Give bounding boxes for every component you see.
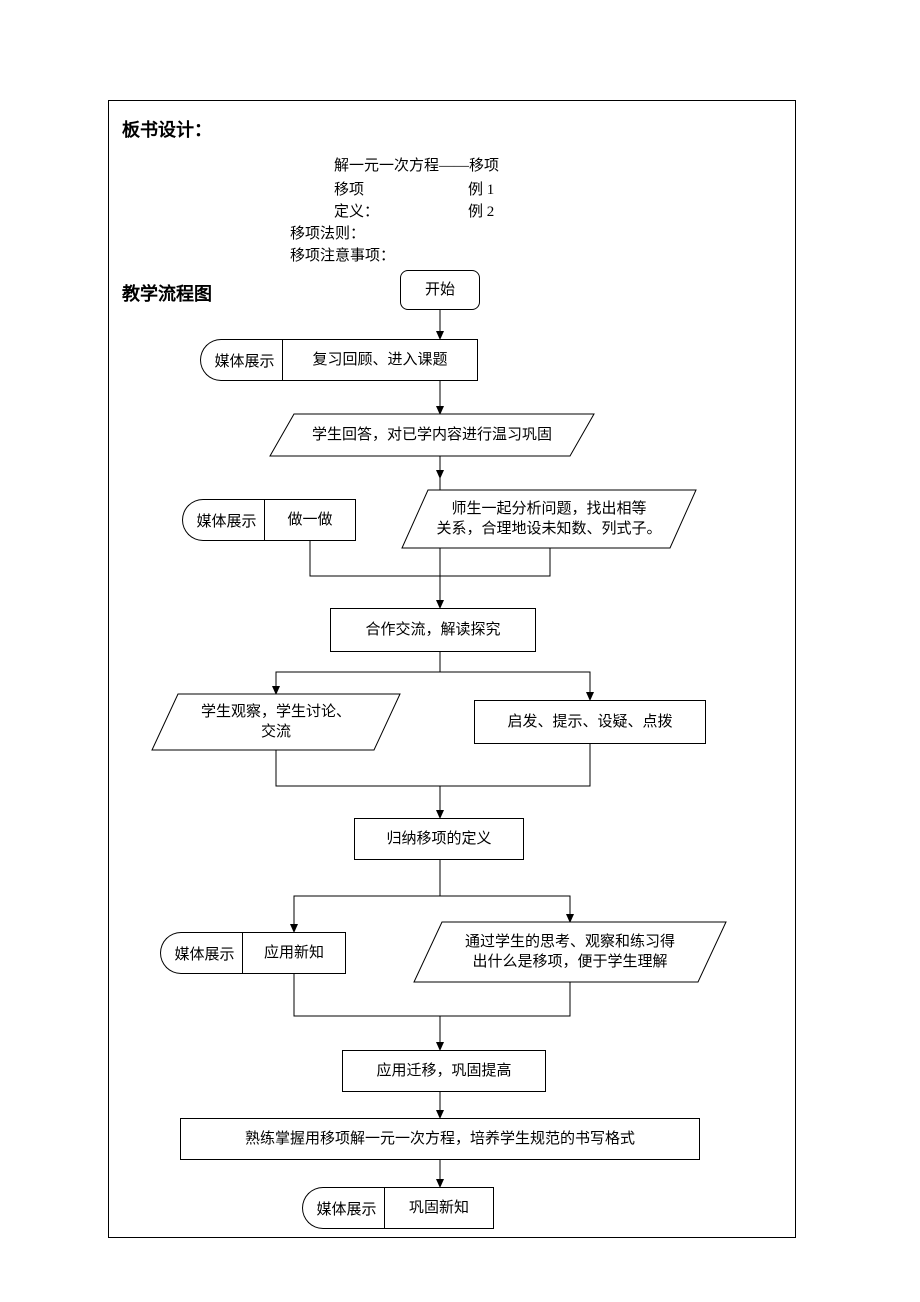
node-master: 熟练掌握用移项解一元一次方程，培养学生规范的书写格式	[180, 1118, 700, 1160]
page-root: 板书设计： 教学流程图 解一元一次方程——移项 移项 例 1 定义： 例 2 移…	[0, 0, 920, 1302]
banshu-r2c2: 例 2	[468, 200, 494, 221]
heading-flowchart: 教学流程图	[122, 280, 212, 306]
banshu-r4: 移项注意事项：	[290, 244, 395, 265]
node-doit: 做一做	[264, 499, 356, 541]
node-start-label: 开始	[425, 280, 455, 300]
node-observe: 学生观察，学生讨论、 交流	[152, 694, 400, 750]
node-apply-label: 应用新知	[264, 943, 324, 963]
node-analyze: 师生一起分析问题，找出相等 关系，合理地设未知数、列式子。	[402, 490, 696, 548]
banshu-r3: 移项法则：	[290, 222, 365, 243]
node-understand-label: 通过学生的思考、观察和练习得 出什么是移项，便于学生理解	[465, 932, 675, 973]
node-review-label: 复习回顾、进入课题	[312, 350, 447, 370]
node-summarize-label: 归纳移项的定义	[386, 829, 491, 849]
node-media-3-label: 媒体展示	[174, 943, 234, 964]
node-consol: 巩固新知	[384, 1187, 494, 1229]
node-coop: 合作交流，解读探究	[330, 608, 536, 652]
node-doit-label: 做一做	[287, 510, 332, 530]
node-inspire: 启发、提示、设疑、点拨	[474, 700, 706, 744]
node-recall: 学生回答，对已学内容进行温习巩固	[270, 414, 594, 456]
node-coop-label: 合作交流，解读探究	[365, 620, 500, 640]
node-media-2: 媒体展示	[182, 499, 264, 541]
node-start: 开始	[400, 270, 480, 310]
node-transfer: 应用迁移，巩固提高	[342, 1050, 546, 1092]
node-media-1-label: 媒体展示	[214, 350, 274, 371]
node-transfer-label: 应用迁移，巩固提高	[376, 1061, 511, 1081]
node-inspire-label: 启发、提示、设疑、点拨	[507, 712, 672, 732]
node-media-3: 媒体展示	[160, 932, 242, 974]
node-analyze-label: 师生一起分析问题，找出相等 关系，合理地设未知数、列式子。	[436, 499, 661, 540]
node-master-label: 熟练掌握用移项解一元一次方程，培养学生规范的书写格式	[245, 1129, 635, 1149]
heading-banshu: 板书设计：	[122, 116, 212, 142]
banshu-r2c1: 定义：	[334, 200, 379, 221]
node-recall-label: 学生回答，对已学内容进行温习巩固	[312, 425, 552, 445]
node-review: 复习回顾、进入课题	[282, 339, 478, 381]
node-media-4: 媒体展示	[302, 1187, 384, 1229]
banshu-title: 解一元一次方程——移项	[334, 154, 499, 175]
banshu-r1c2: 例 1	[468, 178, 494, 199]
node-apply: 应用新知	[242, 932, 346, 974]
node-media-4-label: 媒体展示	[316, 1198, 376, 1219]
node-media-2-label: 媒体展示	[196, 510, 256, 531]
node-understand: 通过学生的思考、观察和练习得 出什么是移项，便于学生理解	[414, 922, 726, 982]
node-summarize: 归纳移项的定义	[354, 818, 524, 860]
banshu-r1c1: 移项	[334, 178, 364, 199]
node-media-1: 媒体展示	[200, 339, 282, 381]
node-consol-label: 巩固新知	[409, 1198, 469, 1218]
node-observe-label: 学生观察，学生讨论、 交流	[201, 702, 351, 743]
